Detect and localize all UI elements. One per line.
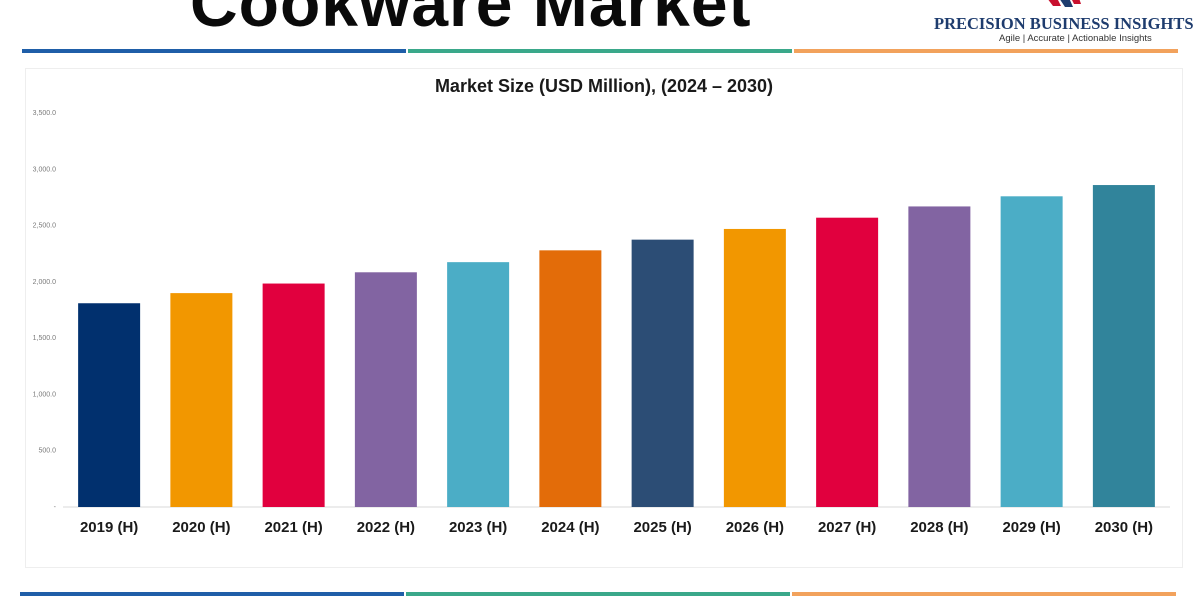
chart-title: Market Size (USD Million), (2024 – 2030) [434,76,774,96]
x-category-label: 2029 (H) [1002,519,1060,536]
x-category-label: 2025 (H) [633,519,691,536]
bar-2024 [539,250,602,507]
header-stripe-navy [22,49,406,53]
x-category-label: 2030 (H) [1095,519,1153,536]
bar-2030 [1092,185,1155,507]
bar-2020 [170,293,233,507]
bar-2023 [447,262,510,507]
bar-2028 [908,206,971,508]
brand-tagline: Agile | Accurate | Actionable Insights [999,33,1152,44]
x-category-label: 2021 (H) [264,519,322,536]
y-tick-label: 2,500.0 [33,223,56,230]
x-category-label: 2027 (H) [818,519,876,536]
x-category-label: 2022 (H) [357,519,415,536]
y-tick-label: 500.0 [38,448,56,455]
bar-2029 [1000,196,1063,507]
x-category-label: 2026 (H) [726,519,784,536]
bar-2025 [631,239,694,507]
header-stripe-orange [794,49,1178,53]
x-category-label: 2024 (H) [541,519,599,536]
footer-stripe-navy [20,592,404,596]
bar-2022 [354,272,417,507]
bar-2021 [262,283,325,507]
y-tick-label: 3,000.0 [33,166,56,173]
y-tick-label: 3,500.0 [33,110,56,117]
y-tick-label: 2,000.0 [33,279,56,286]
bar-2026 [723,228,786,507]
chart-panel [25,68,1183,568]
x-category-label: 2023 (H) [449,519,507,536]
y-tick-label: 1,000.0 [33,391,56,398]
x-category-label: 2019 (H) [80,519,138,536]
bar-2027 [816,217,879,508]
bar-2019 [78,303,141,507]
brand-logo: PRECISION BUSINESS INSIGHTS Agile | Accu… [930,0,1195,48]
footer-stripe-orange [792,592,1176,596]
footer-stripe-teal [406,592,790,596]
header-stripe-teal [408,49,792,53]
y-tick-label: - [54,504,57,511]
x-category-label: 2020 (H) [172,519,230,536]
page-title: Cookware Market [190,0,752,40]
logo-emblem-icon [1048,0,1081,7]
x-category-label: 2028 (H) [910,519,968,536]
y-tick-label: 1,500.0 [33,335,56,342]
brand-name: PRECISION BUSINESS INSIGHTS [934,14,1194,33]
